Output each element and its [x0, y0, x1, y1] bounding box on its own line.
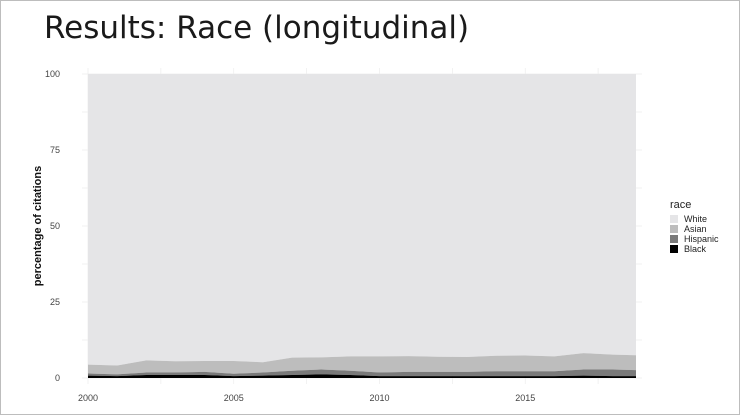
- area-hispanic: [88, 369, 636, 377]
- legend-item-asian: Asian: [670, 224, 719, 234]
- legend-item-white: White: [670, 214, 719, 224]
- area-white: [88, 74, 636, 366]
- y-tick-label: 0: [55, 373, 60, 383]
- y-tick-label: 75: [50, 145, 60, 155]
- y-tick-label: 100: [45, 69, 60, 79]
- legend-key-asian: [670, 225, 678, 233]
- legend: race White Asian Hispanic Black: [670, 199, 719, 254]
- legend-label: Black: [684, 244, 707, 254]
- legend-key-hispanic: [670, 235, 678, 243]
- y-axis-label: percentage of citations: [32, 166, 44, 286]
- x-tick-label: 2015: [515, 393, 535, 403]
- legend-item-black: Black: [670, 244, 719, 254]
- legend-key-white: [670, 215, 678, 223]
- y-tick-label: 50: [50, 221, 60, 231]
- area-asian: [88, 353, 636, 375]
- x-tick-label: 2005: [224, 393, 244, 403]
- axis-tick-labels: 2000 2005 2010 2015 0 25 50 75 100: [45, 69, 535, 403]
- legend-label: Asian: [684, 224, 707, 234]
- legend-title: race: [670, 199, 692, 211]
- stacked-areas: [88, 74, 636, 378]
- legend-item-hispanic: Hispanic: [670, 234, 719, 244]
- area-black: [88, 374, 636, 378]
- legend-label: White: [684, 214, 708, 224]
- y-tick-label: 25: [50, 297, 60, 307]
- legend-label: Hispanic: [684, 234, 719, 244]
- legend-items: White Asian Hispanic Black: [670, 214, 719, 254]
- legend-key-black: [670, 245, 678, 253]
- x-tick-label: 2010: [369, 393, 389, 403]
- slide-title: Results: Race (longitudinal): [44, 10, 470, 46]
- x-tick-label: 2000: [78, 393, 98, 403]
